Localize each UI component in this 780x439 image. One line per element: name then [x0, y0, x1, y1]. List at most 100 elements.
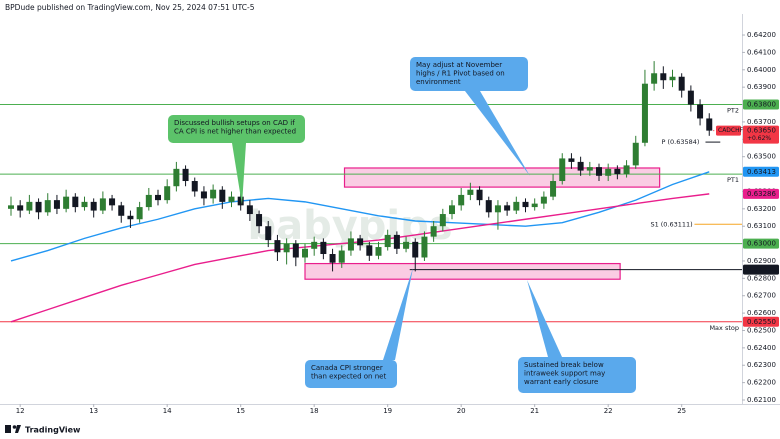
candle-body: [136, 207, 143, 220]
candle-body: [8, 205, 14, 209]
callout-text: CA CPI is net higher than expected: [174, 128, 296, 136]
price-tag: [743, 99, 779, 110]
price-tag: [743, 316, 779, 327]
callout-text: environment: [416, 78, 461, 86]
x-tick-label: 18: [310, 407, 319, 415]
callout-pointer: [527, 280, 562, 357]
candle-body: [494, 205, 501, 213]
last-price-label: 0.63650: [747, 127, 776, 135]
price-tag-label: 0.63800: [747, 101, 776, 109]
x-tick-label: 22: [604, 407, 613, 415]
footer-logo: [5, 425, 21, 433]
candle-body: [504, 205, 511, 211]
candle-body: [256, 214, 263, 227]
price-tag: [743, 264, 779, 275]
candle-body: [237, 196, 244, 206]
candle-body: [127, 215, 134, 220]
y-tick-label: 0.63500: [747, 153, 776, 161]
candle-body: [375, 247, 382, 256]
symbol-tag: [716, 125, 741, 136]
callout: [305, 360, 397, 388]
zone: [343, 167, 661, 188]
level-name: PT2: [727, 107, 739, 115]
candle-body: [366, 245, 373, 256]
x-tick-label: 25: [677, 407, 686, 415]
candle-body: [623, 165, 630, 175]
callout-pointer: [232, 143, 246, 205]
price-tag-label: 0.62850: [747, 266, 776, 274]
ma-tag: [743, 188, 779, 199]
x-tick-label: 12: [16, 407, 25, 415]
candle-body: [17, 205, 24, 211]
callout-text: warrant early closure: [524, 378, 598, 386]
candle-body: [63, 196, 70, 209]
candle-body: [53, 200, 60, 209]
candle-body: [228, 196, 235, 202]
candle-body: [347, 238, 354, 251]
candle-body: [311, 241, 318, 249]
candle-body: [302, 248, 308, 258]
x-tick-label: 20: [457, 407, 466, 415]
candle-body: [26, 201, 33, 211]
candle-body: [476, 189, 483, 201]
candle-body: [458, 194, 465, 206]
candle-body: [173, 168, 180, 187]
callout-text: intraweek support may: [524, 370, 605, 378]
candle-body: [219, 189, 226, 202]
candle-body: [72, 196, 79, 208]
y-tick-label: 0.62900: [747, 257, 776, 265]
symbol-label: CADCHF: [718, 127, 744, 134]
candle-body: [605, 168, 612, 176]
callout: [518, 357, 636, 393]
pivot-label: S1 (0.63111): [650, 220, 692, 228]
candle-body: [485, 200, 492, 213]
y-tick-label: 0.62300: [747, 361, 776, 369]
candle-body: [90, 201, 97, 211]
callout-text: Sustained break below: [524, 361, 604, 369]
footer: TradingView: [25, 426, 81, 435]
candle-body: [283, 243, 290, 253]
candle-body: [467, 189, 474, 195]
candle-body: [641, 83, 648, 143]
candle-body: [678, 76, 685, 91]
callout-pointer: [465, 91, 530, 176]
candle-body: [145, 194, 152, 208]
y-tick-label: 0.63200: [747, 205, 776, 213]
x-tick-label: 19: [383, 407, 392, 415]
candle-body: [338, 250, 345, 263]
callout-text: highs / R1 Pivot based on: [416, 70, 505, 78]
candle-body: [706, 118, 713, 131]
candle-body: [669, 76, 676, 81]
candle-body: [697, 104, 704, 119]
y-tick-label: 0.62200: [747, 379, 776, 387]
y-tick-label: 0.63900: [747, 83, 776, 91]
candle-body: [329, 254, 336, 263]
ma-tag: [743, 166, 779, 177]
candle-body: [118, 205, 125, 216]
candle-body: [384, 234, 391, 248]
callout-text: than expected on net: [311, 373, 386, 381]
candle-body: [357, 238, 364, 246]
candle-body: [81, 201, 88, 208]
callout: [168, 115, 305, 143]
callout-text: May adjust at November: [416, 61, 502, 69]
x-tick-label: 21: [530, 407, 539, 415]
y-tick-label: 0.64000: [747, 66, 776, 74]
logo-mark: [15, 425, 21, 433]
callout-text: Canada CPI stronger: [311, 364, 383, 372]
candle-body: [439, 214, 446, 227]
ma-tag-label: 0.63413: [747, 168, 776, 176]
last-price-tag: [743, 125, 779, 144]
y-tick-label: 0.64200: [747, 31, 776, 39]
header: BPDude published on TradingView.com, Nov…: [5, 3, 255, 12]
x-tick-label: 14: [163, 407, 172, 415]
ma-tag-label: 0.63286: [747, 190, 776, 198]
candle-body: [393, 234, 400, 249]
candle-body: [164, 186, 171, 201]
candle-body: [274, 240, 281, 253]
candle-body: [531, 203, 538, 208]
candle-body: [412, 241, 419, 258]
logo-mark: [12, 425, 17, 429]
price-tag: [743, 238, 779, 249]
candle-body: [632, 142, 639, 166]
